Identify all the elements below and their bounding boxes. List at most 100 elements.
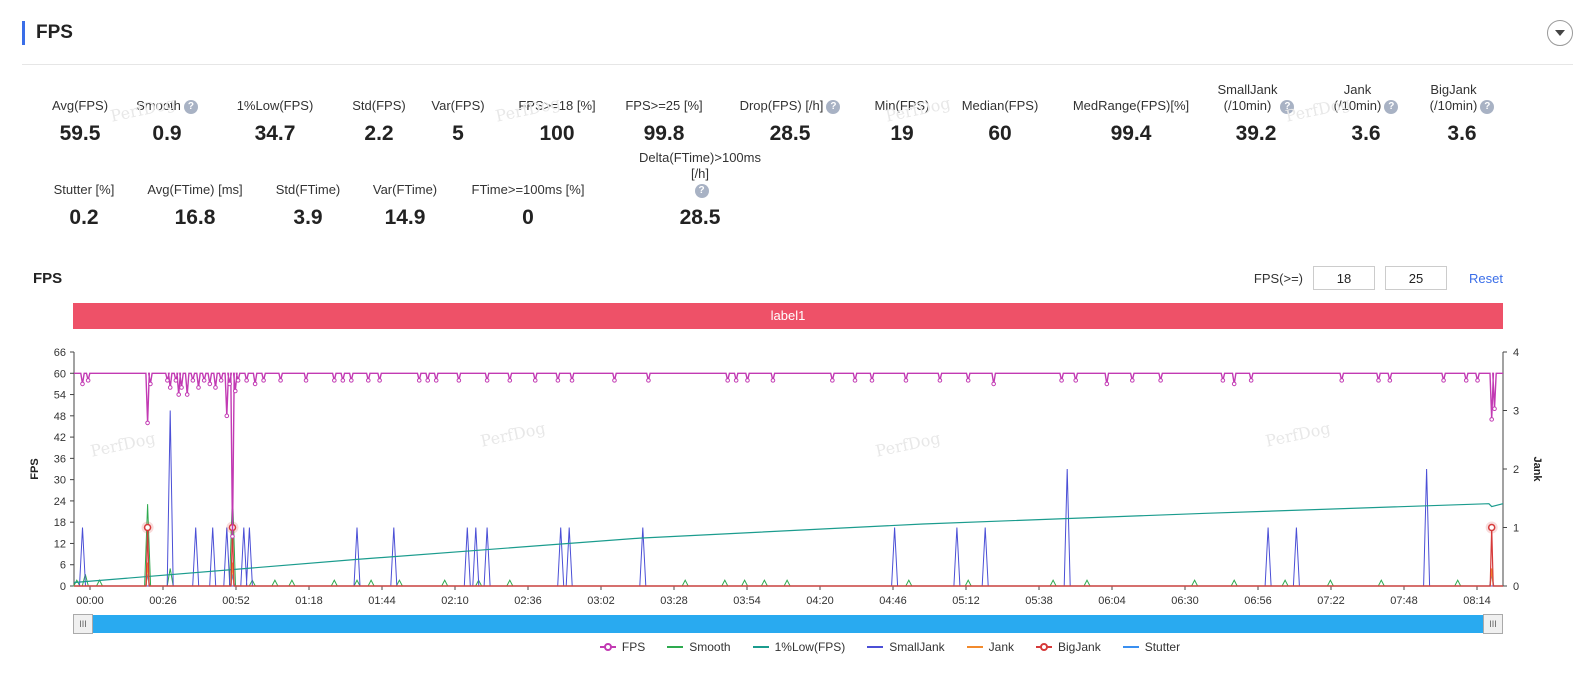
legend-item[interactable]: 1%Low(FPS)	[752, 640, 846, 654]
metric-label: Std(FPS)	[309, 80, 449, 114]
metric: Std(FPS) 2.2	[309, 80, 449, 146]
x-tick-label: 04:20	[806, 595, 834, 607]
metric-value: 60	[988, 122, 1012, 145]
metric-label-text: Drop(FPS) [/h]	[739, 98, 824, 113]
y-tick-label: 0	[60, 581, 66, 593]
series-fps-line	[74, 372, 1503, 537]
legend-label: FPS	[621, 640, 646, 654]
fps-point	[646, 378, 651, 383]
metric-label-text: 1%Low(FPS)	[236, 98, 314, 113]
fps-point	[85, 378, 91, 383]
metric-label-text: MedRange(FPS)[%]	[1072, 98, 1190, 113]
fps-point	[733, 378, 739, 383]
metric-value: 28.5	[769, 122, 811, 145]
legend-item[interactable]: Smooth	[667, 640, 731, 654]
legend-item[interactable]: Stutter	[1122, 640, 1181, 654]
series-bigjank-line	[74, 527, 1503, 587]
legend-item[interactable]: Jank	[966, 640, 1014, 654]
fps-point	[1158, 378, 1163, 383]
legend-item[interactable]: FPS	[599, 640, 646, 654]
help-icon[interactable]: ?	[694, 183, 709, 198]
reset-link[interactable]: Reset	[1469, 271, 1503, 286]
metric-label: SmallJank (/10min)?	[1186, 80, 1326, 114]
legend-item[interactable]: SmallJank	[867, 640, 945, 654]
y-tick-label: 60	[54, 368, 66, 380]
x-tick-label: 01:18	[295, 595, 323, 607]
time-range-slider[interactable]: III III	[73, 614, 1503, 634]
fps-point	[937, 378, 943, 383]
metric-label-text: FPS>=18 [%]	[518, 98, 596, 113]
y-tick-label: 42	[54, 432, 66, 444]
fps-point	[207, 381, 213, 387]
help-icon[interactable]: ?	[1384, 99, 1399, 114]
metric: Smooth? 0.9	[97, 80, 237, 146]
collapse-button[interactable]	[1547, 20, 1573, 46]
metric: FPS>=18 [%] 100	[487, 80, 627, 146]
x-tick-label: 02:10	[441, 595, 469, 607]
fps-point	[991, 381, 996, 387]
fps-point	[1104, 381, 1110, 387]
metric-label-text: Median(FPS)	[961, 98, 1039, 113]
metric: FPS>=25 [%] 99.8	[594, 80, 734, 146]
fps-threshold-label: FPS(>=)	[1253, 270, 1303, 286]
fps-point	[278, 378, 283, 383]
help-icon[interactable]: ?	[183, 99, 198, 114]
fps-point	[507, 378, 513, 383]
series-smooth-line	[72, 492, 1503, 587]
metric: Avg(FTime) [ms] 16.8	[125, 164, 265, 230]
fps-point	[1130, 378, 1135, 383]
metric-label: Jank (/10min)?	[1296, 80, 1436, 114]
metric-value: 34.7	[254, 122, 296, 145]
metric-label-text: Var(FTime)	[372, 182, 438, 197]
x-tick-label: 05:38	[1025, 595, 1053, 607]
metric-value: 14.9	[384, 206, 426, 229]
help-icon[interactable]: ?	[1280, 99, 1295, 114]
fps-point	[303, 378, 309, 383]
slider-handle-left[interactable]: III	[73, 614, 93, 634]
fps-point	[213, 385, 218, 390]
fps-threshold-input-2[interactable]	[1385, 266, 1447, 290]
label-bar[interactable]: label1	[73, 303, 1503, 329]
fps-point	[612, 378, 617, 383]
legend-swatch-icon	[667, 641, 684, 653]
x-tick-label: 03:28	[660, 595, 688, 607]
legend-label: Stutter	[1144, 640, 1181, 654]
metrics-panel: Avg(FPS) 59.5 Smooth? 0.9 1%Low(FPS) 34.7 Std(…	[0, 80, 1595, 250]
metric-label-text: Std(FTime)	[275, 182, 341, 197]
legend-label: Smooth	[689, 640, 731, 654]
metric-label-text: FTime>=100ms [%]	[471, 182, 585, 197]
metric-label: Var(FTime)	[335, 164, 475, 198]
fps-point	[1059, 378, 1064, 383]
legend-item[interactable]: BigJank	[1036, 640, 1101, 654]
metric-label: Smooth?	[97, 80, 237, 114]
slider-handle-right[interactable]: III	[1483, 614, 1503, 634]
metric-value: 59.5	[59, 122, 101, 145]
y2-tick-label: 3	[1513, 406, 1519, 418]
metric-label-text: Jank (/10min)	[1333, 82, 1382, 113]
y-tick-label: 36	[54, 453, 66, 465]
y2-tick-label: 4	[1513, 347, 1519, 359]
fps-point	[244, 378, 249, 383]
legend-swatch-icon	[1036, 641, 1053, 653]
fps-point	[179, 385, 184, 390]
legend-swatch-icon	[966, 641, 983, 653]
fps-point	[227, 381, 232, 387]
fps-point	[145, 420, 150, 426]
x-tick-label: 00:00	[76, 595, 104, 607]
metric-value: 0.2	[69, 206, 99, 229]
fps-point	[235, 378, 241, 383]
legend-label: SmallJank	[889, 640, 945, 654]
fps-point	[201, 378, 207, 383]
help-icon[interactable]: ?	[826, 99, 841, 114]
x-tick-label: 06:56	[1244, 595, 1272, 607]
fps-threshold-input-1[interactable]	[1313, 266, 1375, 290]
fps-point	[1248, 378, 1254, 383]
legend-swatch-icon	[867, 641, 884, 653]
fps-point	[190, 378, 196, 383]
help-icon[interactable]: ?	[1480, 99, 1495, 114]
metric-value: 99.4	[1110, 122, 1152, 145]
series-stutter-line	[74, 574, 1503, 587]
fps-point	[484, 378, 490, 383]
legend-label: 1%Low(FPS)	[774, 640, 846, 654]
